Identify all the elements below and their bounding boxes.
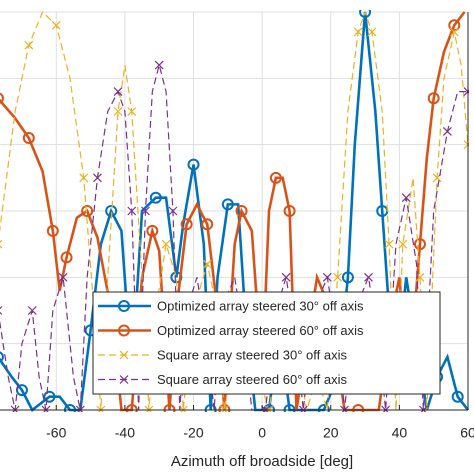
marker xyxy=(449,27,459,37)
x-tick-label: 40 xyxy=(392,425,408,441)
marker xyxy=(367,27,377,37)
legend-label: Square array steered 30° off axis xyxy=(157,347,347,362)
legend-label: Square array steered 60° off axis xyxy=(157,372,347,387)
marker xyxy=(341,271,354,284)
marker xyxy=(118,300,130,312)
marker xyxy=(221,198,234,211)
legend-label: Optimized array steered 60° off axis xyxy=(157,323,364,338)
marker xyxy=(187,158,200,171)
marker xyxy=(113,87,123,97)
marker xyxy=(0,306,3,315)
marker xyxy=(359,10,372,18)
marker xyxy=(22,132,35,145)
marker xyxy=(427,92,440,105)
marker xyxy=(113,107,123,116)
legend-box xyxy=(92,291,441,395)
marker xyxy=(364,272,373,282)
x-tick-label: 0 xyxy=(258,425,266,441)
marker xyxy=(384,239,394,249)
marker xyxy=(141,206,150,216)
marker xyxy=(451,390,464,403)
marker xyxy=(413,238,426,251)
marker xyxy=(0,239,3,249)
marker xyxy=(154,60,164,70)
x-tick-label: 60 xyxy=(460,425,474,441)
x-tick-label: -60 xyxy=(46,425,66,441)
marker xyxy=(180,218,193,231)
marker xyxy=(322,272,332,282)
marker xyxy=(398,239,408,249)
x-tick-label: -20 xyxy=(183,425,203,441)
legend: Optimized array steered 30° off axis Opti… xyxy=(92,291,441,395)
marker xyxy=(58,272,68,282)
marker xyxy=(202,259,212,269)
marker xyxy=(353,27,363,37)
marker xyxy=(283,205,296,217)
x-axis-label: Azimuth off broadside [deg] xyxy=(171,453,353,470)
marker xyxy=(235,205,248,217)
marker xyxy=(79,173,89,183)
marker xyxy=(269,171,282,184)
x-tick-label: -40 xyxy=(115,425,135,441)
marker xyxy=(119,350,129,360)
marker xyxy=(127,107,137,116)
marker xyxy=(93,173,102,183)
marker xyxy=(27,306,37,315)
x-tick-label: 20 xyxy=(323,425,339,441)
marker xyxy=(333,272,343,282)
marker xyxy=(119,375,129,384)
marker xyxy=(281,272,291,282)
marker xyxy=(401,193,411,203)
marker xyxy=(24,40,34,50)
marker xyxy=(43,390,56,403)
marker xyxy=(127,206,137,216)
marker xyxy=(161,239,171,249)
legend-label: Optimized array steered 30° off axis xyxy=(157,298,364,313)
marker xyxy=(81,205,94,217)
marker xyxy=(51,20,61,30)
marker xyxy=(46,224,59,237)
marker xyxy=(149,191,162,204)
marker xyxy=(60,251,73,264)
marker xyxy=(442,126,452,136)
marker xyxy=(201,218,214,231)
marker xyxy=(168,206,178,216)
marker xyxy=(15,384,28,397)
marker xyxy=(0,351,4,363)
marker xyxy=(146,224,159,237)
marker xyxy=(448,19,461,32)
marker xyxy=(118,324,130,337)
marker xyxy=(0,92,4,104)
